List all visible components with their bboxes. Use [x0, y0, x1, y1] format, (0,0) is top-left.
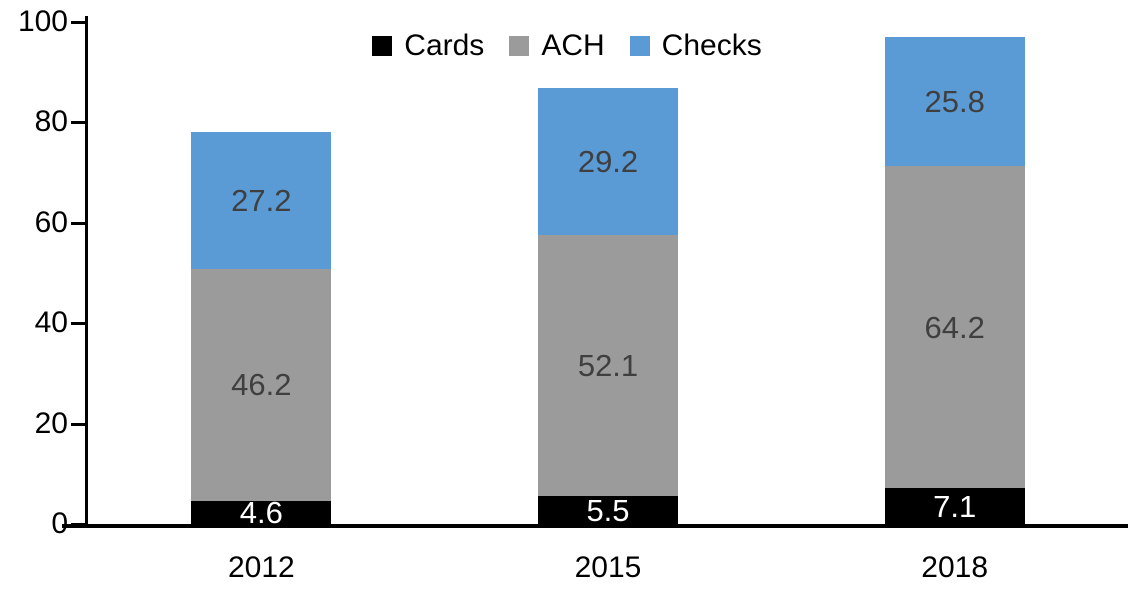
legend-item-checks: Checks — [629, 29, 762, 62]
y-axis-tick-label: 0 — [51, 507, 68, 540]
bar-segment-cards: 7.1 — [884, 488, 1025, 524]
y-axis-tick — [71, 422, 85, 426]
x-axis-label: 2012 — [227, 551, 295, 584]
y-axis-tick — [71, 221, 85, 225]
bar-segment-cards: 5.5 — [538, 492, 678, 528]
bar-segment-value-label: 29.2 — [577, 144, 639, 180]
x-axis-line — [62, 524, 1128, 528]
bar-segment-value-label: 7.1 — [933, 488, 977, 524]
bar-segment-value-label: 52.1 — [577, 348, 639, 384]
x-axis-label: 2018 — [921, 551, 989, 584]
chart-legend: Cards ACH Checks — [0, 31, 1134, 61]
bar-segment-ach: 46.2 — [191, 268, 332, 501]
bar-segment-value-label: 27.2 — [231, 183, 292, 219]
y-axis-tick-label: 20 — [34, 406, 68, 440]
bar-segment-value-label: 4.6 — [239, 494, 283, 530]
bar-segment-value-label: 5.5 — [586, 492, 630, 528]
y-axis-line — [85, 16, 88, 528]
y-axis-tick — [71, 21, 85, 24]
y-axis-tick-label: 60 — [34, 205, 68, 239]
bar-segment-checks: 29.2 — [538, 88, 678, 235]
bar-segment-value-label: 25.8 — [924, 83, 985, 119]
legend-label: Checks — [661, 29, 762, 62]
y-axis-tick — [71, 121, 85, 125]
legend-label: Cards — [404, 29, 485, 62]
legend-label: ACH — [541, 29, 605, 62]
bar-segment-checks: 25.8 — [884, 36, 1025, 167]
bar-segment-checks: 27.2 — [191, 132, 332, 269]
legend-item-ach: ACH — [509, 29, 605, 62]
y-axis-tick — [71, 523, 85, 526]
bar-segment-ach: 52.1 — [538, 234, 678, 497]
bar-segment-cards: 4.6 — [191, 497, 332, 528]
legend-swatch-icon — [509, 36, 530, 56]
y-axis-tick-label: 80 — [34, 105, 68, 139]
legend-item-cards: Cards — [372, 31, 484, 61]
x-axis-label: 2015 — [574, 551, 642, 584]
bar-segment-ach: 64.2 — [884, 166, 1025, 489]
y-axis-tick — [71, 322, 85, 326]
bar-segment-value-label: 64.2 — [924, 309, 985, 345]
legend-swatch-icon — [372, 36, 393, 56]
y-axis-tick-label: 100 — [17, 5, 68, 38]
legend-swatch-icon — [629, 36, 650, 56]
bar-segment-value-label: 46.2 — [231, 367, 292, 403]
y-axis-tick-label: 40 — [34, 306, 68, 340]
